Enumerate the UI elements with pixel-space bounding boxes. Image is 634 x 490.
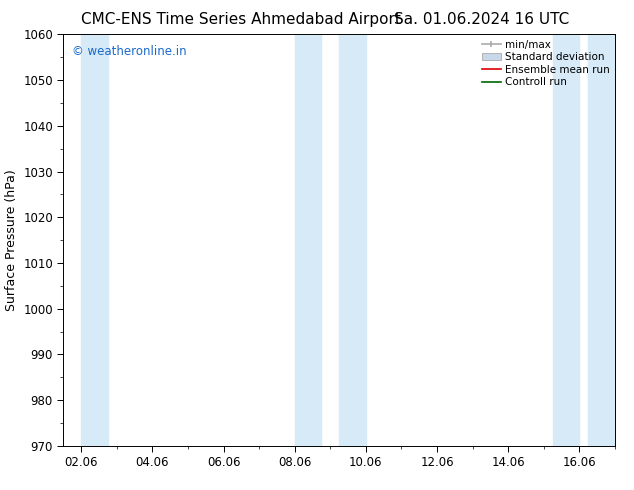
Text: © weatheronline.in: © weatheronline.in	[72, 45, 186, 58]
Legend: min/max, Standard deviation, Ensemble mean run, Controll run: min/max, Standard deviation, Ensemble me…	[480, 37, 612, 89]
Text: CMC-ENS Time Series Ahmedabad Airport: CMC-ENS Time Series Ahmedabad Airport	[81, 12, 401, 27]
Bar	[295, 34, 321, 446]
Text: Sa. 01.06.2024 16 UTC: Sa. 01.06.2024 16 UTC	[394, 12, 569, 27]
Bar	[81, 34, 108, 446]
Bar	[588, 34, 615, 446]
Bar	[553, 34, 579, 446]
Bar	[339, 34, 366, 446]
Y-axis label: Surface Pressure (hPa): Surface Pressure (hPa)	[4, 169, 18, 311]
